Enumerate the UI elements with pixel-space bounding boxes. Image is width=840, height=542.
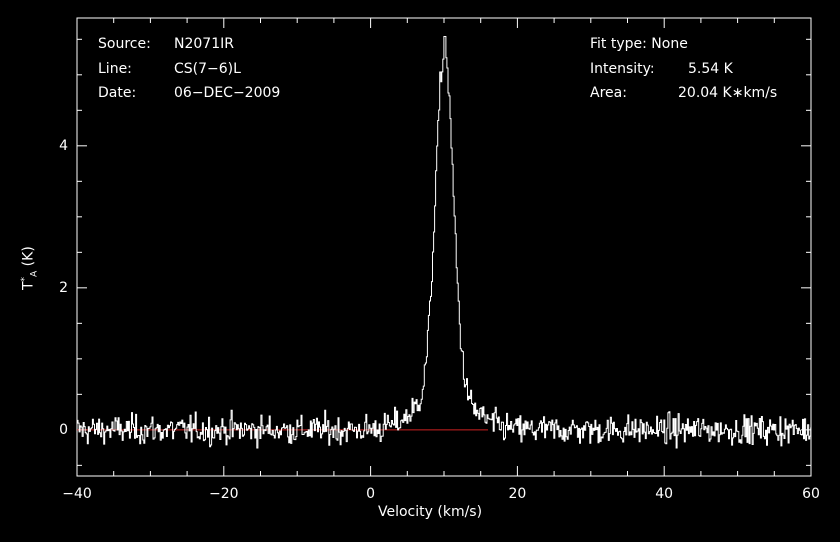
- x-tick-label: −20: [209, 486, 239, 502]
- intensity-key: Intensity:: [590, 61, 655, 77]
- y-tick-label: 4: [59, 137, 68, 154]
- y-tick-label: 0: [59, 421, 68, 438]
- x-tick-label: 40: [655, 486, 674, 502]
- line-value: CS(7−6)L: [174, 61, 241, 77]
- y-tick-label: 2: [59, 279, 68, 296]
- y-axis-label: T*A (K): [20, 246, 40, 290]
- x-tick-label: −40: [62, 486, 92, 502]
- date-key: Date:: [98, 85, 137, 101]
- x-tick-label: 60: [802, 486, 820, 502]
- source-key: Source:: [98, 36, 151, 52]
- x-axis-label: Velocity (km/s): [378, 504, 483, 520]
- x-tick-label: 20: [508, 486, 527, 502]
- area-key: Area:: [590, 85, 627, 101]
- line-key: Line:: [98, 61, 132, 77]
- x-tick-label: 0: [366, 486, 376, 502]
- source-value: N2071IR: [174, 36, 234, 52]
- date-value: 06−DEC−2009: [174, 85, 281, 101]
- spectrum-series-line: [77, 36, 812, 449]
- intensity-value: 5.54 K: [688, 61, 733, 77]
- fit-type-text: Fit type: None: [590, 36, 688, 52]
- area-value: 20.04 K∗km/s: [678, 85, 778, 101]
